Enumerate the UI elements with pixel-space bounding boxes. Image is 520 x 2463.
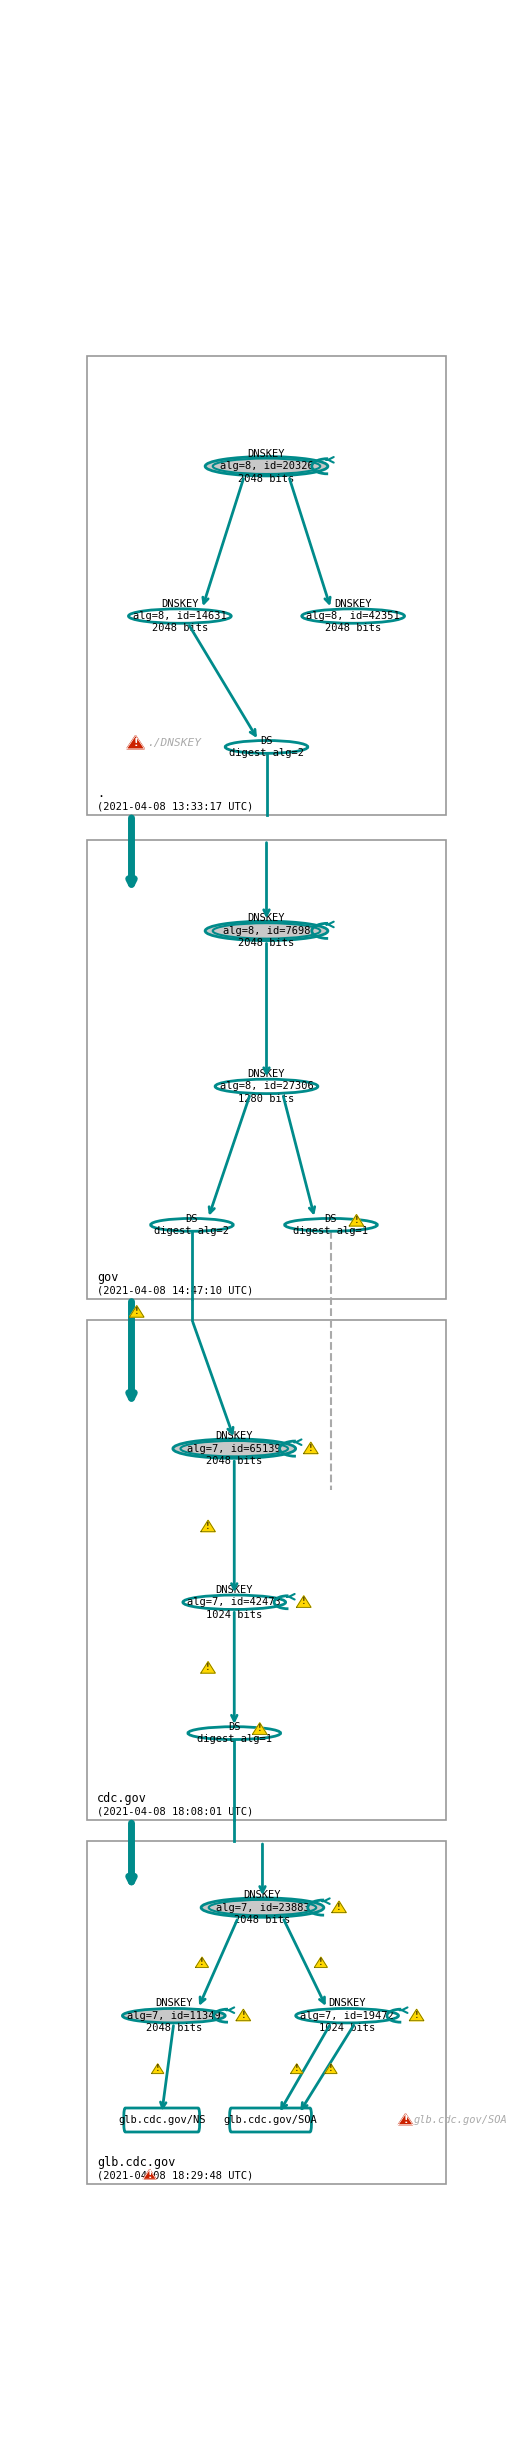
Text: DS
digest alg=2: DS digest alg=2 <box>154 1214 229 1236</box>
Polygon shape <box>315 1958 328 1968</box>
FancyBboxPatch shape <box>230 2108 311 2133</box>
Text: !: ! <box>258 1724 262 1734</box>
Ellipse shape <box>201 1899 324 1916</box>
Polygon shape <box>332 1901 346 1914</box>
Bar <box>87 357 446 815</box>
Text: (2021-04-08 18:08:01 UTC): (2021-04-08 18:08:01 UTC) <box>97 1805 253 1818</box>
Ellipse shape <box>215 1079 318 1094</box>
Text: DS
digest alg=1: DS digest alg=1 <box>293 1214 369 1236</box>
Polygon shape <box>236 2010 251 2020</box>
Text: DS
digest alg=2: DS digest alg=2 <box>229 736 304 759</box>
Text: DNSKEY
alg=8, id=20326
2048 bits: DNSKEY alg=8, id=20326 2048 bits <box>219 448 314 483</box>
Polygon shape <box>296 1596 311 1608</box>
Ellipse shape <box>209 1899 316 1916</box>
Text: !: ! <box>133 739 138 749</box>
Text: !: ! <box>415 2010 419 2020</box>
Text: DS
digest alg=1: DS digest alg=1 <box>197 1722 272 1744</box>
Ellipse shape <box>205 921 328 941</box>
Text: DNSKEY
alg=8, id=14631
2048 bits: DNSKEY alg=8, id=14631 2048 bits <box>133 599 227 633</box>
FancyBboxPatch shape <box>124 2108 200 2133</box>
Text: DNSKEY
alg=7, id=42473
1024 bits: DNSKEY alg=7, id=42473 1024 bits <box>187 1584 281 1621</box>
Bar <box>87 840 446 1298</box>
Ellipse shape <box>225 741 308 754</box>
Bar <box>87 1320 446 1820</box>
Text: !: ! <box>295 2064 298 2074</box>
Ellipse shape <box>284 1219 378 1232</box>
Polygon shape <box>349 1214 363 1227</box>
Text: glb.cdc.gov/NS: glb.cdc.gov/NS <box>118 2116 205 2126</box>
Polygon shape <box>196 1958 209 1968</box>
Polygon shape <box>325 2064 337 2074</box>
Ellipse shape <box>205 456 328 475</box>
Polygon shape <box>253 1722 267 1734</box>
Text: !: ! <box>319 1958 323 1968</box>
Text: glb.cdc.gov/SOA: glb.cdc.gov/SOA <box>413 2116 508 2126</box>
Text: DNSKEY
alg=8, id=7698
2048 bits: DNSKEY alg=8, id=7698 2048 bits <box>223 914 310 948</box>
Polygon shape <box>398 2113 413 2126</box>
Ellipse shape <box>188 1727 281 1739</box>
Ellipse shape <box>296 2007 398 2022</box>
Text: !: ! <box>135 1308 138 1315</box>
Polygon shape <box>201 1520 215 1532</box>
Text: !: ! <box>206 1522 210 1532</box>
Text: (2021-04-08 13:33:17 UTC): (2021-04-08 13:33:17 UTC) <box>97 800 253 810</box>
Ellipse shape <box>213 458 320 473</box>
Text: (2021-04-08 18:29:48 UTC): (2021-04-08 18:29:48 UTC) <box>97 2170 253 2180</box>
Polygon shape <box>201 1663 215 1672</box>
Text: !: ! <box>147 2170 152 2180</box>
Text: glb.cdc.gov: glb.cdc.gov <box>97 2155 176 2170</box>
Text: .: . <box>97 788 105 800</box>
Text: DNSKEY
alg=8, id=27306
1280 bits: DNSKEY alg=8, id=27306 1280 bits <box>219 1069 314 1103</box>
Text: !: ! <box>404 2116 408 2126</box>
Bar <box>87 1842 446 2185</box>
Ellipse shape <box>180 1441 288 1456</box>
Text: DNSKEY
alg=8, id=42351
2048 bits: DNSKEY alg=8, id=42351 2048 bits <box>306 599 400 633</box>
Polygon shape <box>152 2064 164 2074</box>
Text: !: ! <box>206 1663 210 1672</box>
Text: !: ! <box>241 2010 245 2020</box>
Text: glb.cdc.gov/SOA: glb.cdc.gov/SOA <box>224 2116 317 2126</box>
Ellipse shape <box>302 608 405 623</box>
Text: !: ! <box>302 1598 306 1606</box>
Ellipse shape <box>128 608 231 623</box>
Text: !: ! <box>309 1443 313 1453</box>
Ellipse shape <box>173 1438 295 1458</box>
Polygon shape <box>127 736 145 749</box>
Text: !: ! <box>355 1217 358 1224</box>
Ellipse shape <box>183 1596 285 1608</box>
Polygon shape <box>409 2010 424 2020</box>
Text: ./DNSKEY: ./DNSKEY <box>147 739 201 749</box>
Ellipse shape <box>151 1219 233 1232</box>
Text: cdc.gov: cdc.gov <box>97 1793 147 1805</box>
Ellipse shape <box>213 924 320 938</box>
Text: !: ! <box>337 1904 341 1911</box>
Text: !: ! <box>329 2064 333 2074</box>
Text: DNSKEY
alg=7, id=19472
1024 bits: DNSKEY alg=7, id=19472 1024 bits <box>300 1997 394 2032</box>
Text: !: ! <box>200 1958 204 1968</box>
Text: (2021-04-08 14:47:10 UTC): (2021-04-08 14:47:10 UTC) <box>97 1286 253 1296</box>
Text: gov: gov <box>97 1271 119 1283</box>
Text: DNSKEY
alg=7, id=65139
2048 bits: DNSKEY alg=7, id=65139 2048 bits <box>187 1431 281 1465</box>
Polygon shape <box>129 1305 144 1318</box>
Text: !: ! <box>156 2064 160 2074</box>
Polygon shape <box>304 1443 318 1453</box>
Text: DNSKEY
alg=7, id=11349
2048 bits: DNSKEY alg=7, id=11349 2048 bits <box>127 1997 220 2032</box>
Text: DNSKEY
alg=7, id=23883
2048 bits: DNSKEY alg=7, id=23883 2048 bits <box>216 1889 309 1926</box>
Polygon shape <box>291 2064 303 2074</box>
Ellipse shape <box>122 2007 225 2022</box>
Polygon shape <box>143 2170 156 2180</box>
